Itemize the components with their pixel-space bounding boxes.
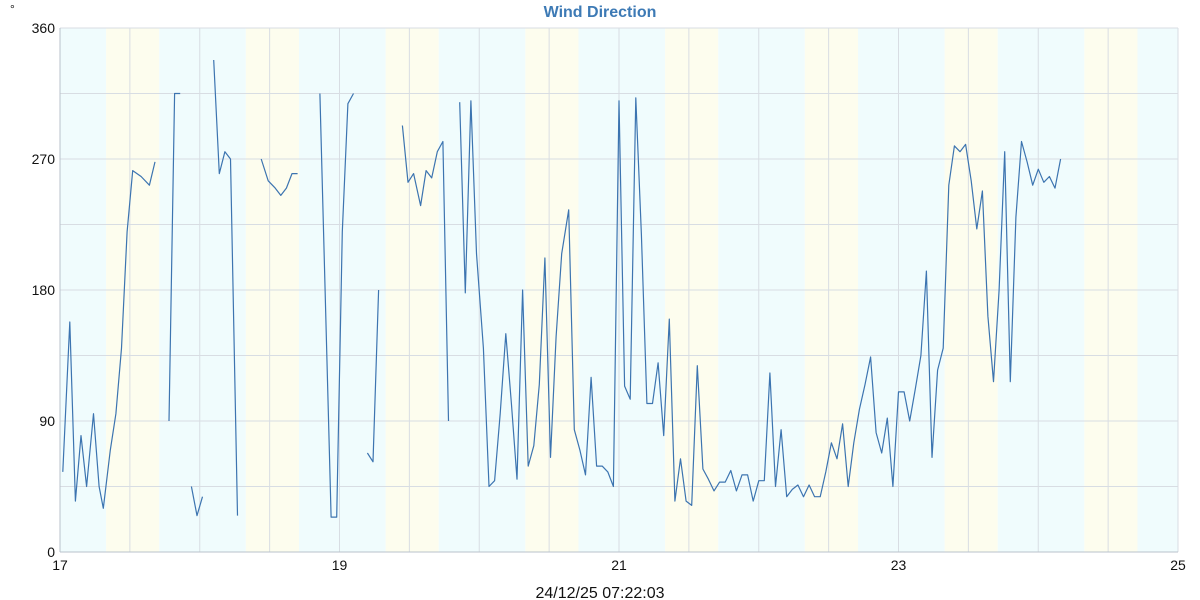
y-tick-label: 180: [32, 282, 56, 298]
x-tick-label: 25: [1170, 557, 1186, 573]
x-tick-label: 23: [891, 557, 907, 573]
timestamp-label: 24/12/25 07:22:03: [535, 585, 664, 600]
series-line-segment: [260, 158, 298, 196]
x-tick-label: 17: [52, 557, 68, 573]
axes: [59, 28, 1178, 553]
x-tick-label: 21: [611, 557, 627, 573]
series-group: [62, 59, 1062, 518]
y-tick-label: 90: [39, 413, 55, 429]
series-line-segment: [459, 97, 1062, 506]
series-line-segment: [401, 125, 450, 422]
x-tick-label: 19: [332, 557, 348, 573]
series-line-segment: [213, 59, 239, 516]
y-tick-labels: 0 90 180 270 360: [32, 20, 56, 560]
y-tick-label: 360: [32, 20, 56, 36]
series-line-segment: [190, 486, 204, 517]
y-tick-label: 270: [32, 151, 56, 167]
y-unit-label: °: [10, 2, 15, 16]
series-line-segment: [168, 92, 181, 422]
series-line-segment: [366, 289, 380, 463]
series-line-segment: [62, 161, 156, 509]
y-tick-label: 0: [47, 544, 55, 560]
x-tick-labels: 17 19 21 23 25: [52, 557, 1186, 573]
series-line-segment: [319, 93, 355, 518]
chart-title: Wind Direction: [544, 4, 657, 21]
